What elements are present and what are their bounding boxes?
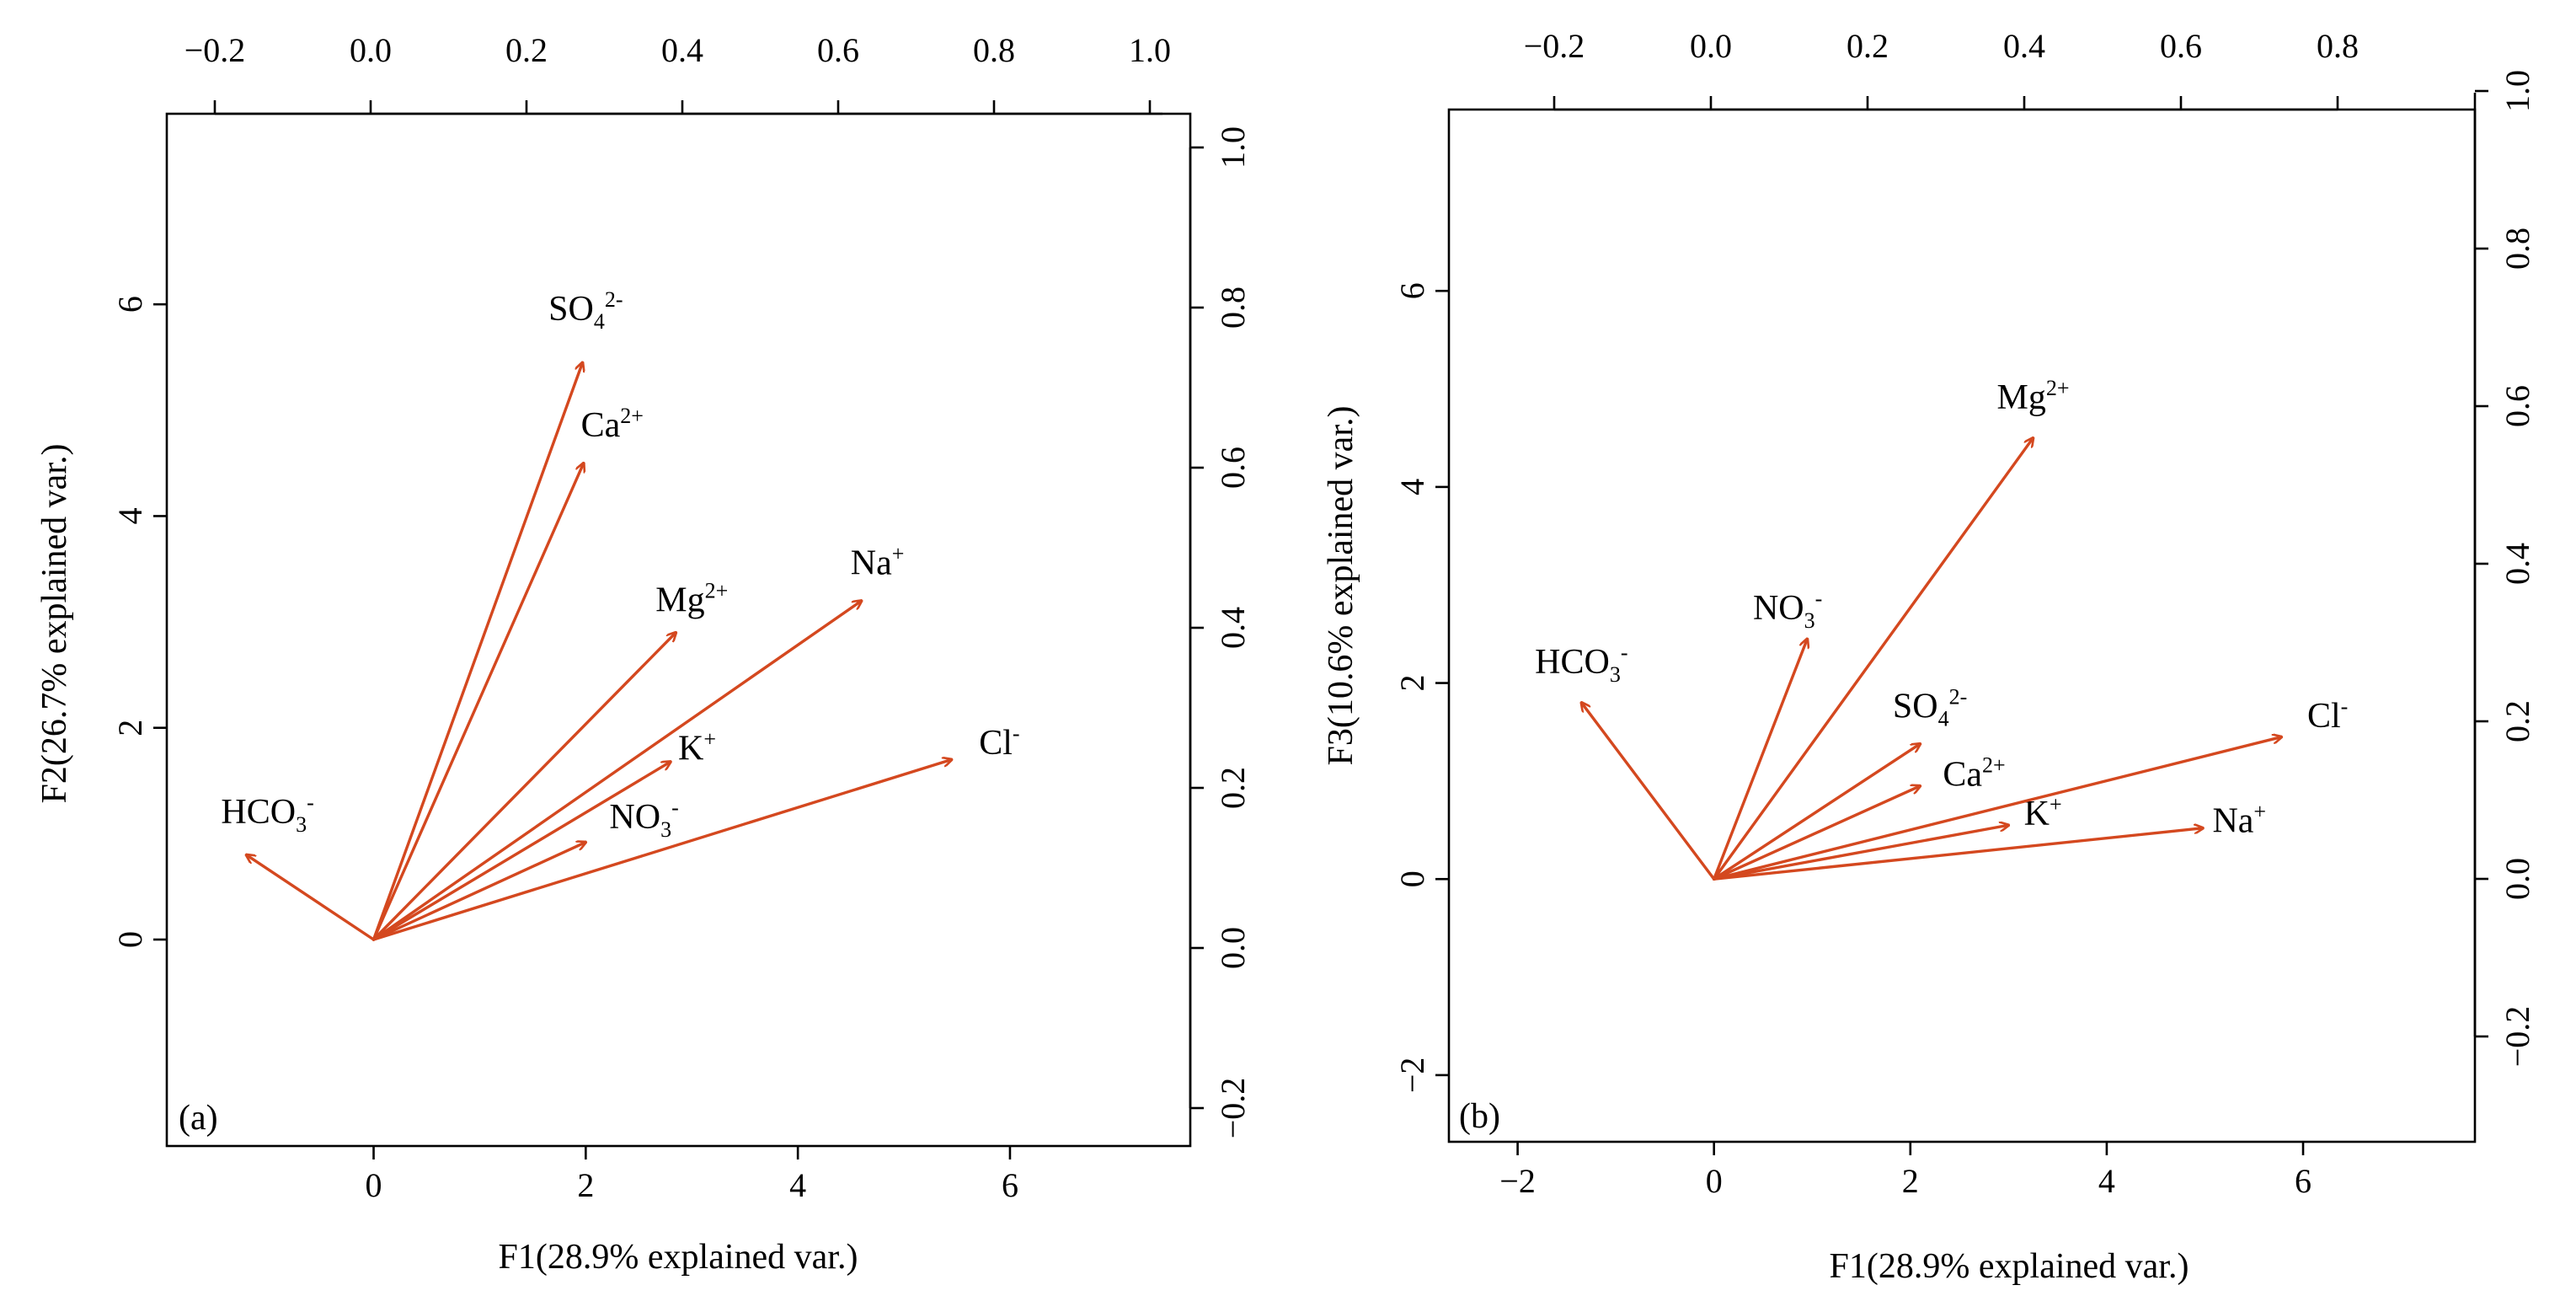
vector-label-ca: Ca2+: [1943, 753, 2005, 795]
vector-arrow-cl: [1712, 737, 2282, 881]
panel-a: −0.2 0.0 0.2 0.4 0.6 0.8 1.0 −0.2 0.0 0.2 0.4 0.6 0…: [35, 31, 1252, 1277]
right-tick-label: −0.2: [1214, 1078, 1252, 1139]
right-loading-axis-a: −0.2 0.0 0.2 0.4 0.6 0.8 1.0: [1189, 126, 1252, 1139]
x-tick-label: 6: [2295, 1162, 2311, 1200]
x-tick-label: 4: [789, 1166, 806, 1204]
plot-frame-a: [165, 112, 1192, 1148]
y-tick-label: 4: [1393, 479, 1431, 495]
vector-label-ca: Ca2+: [581, 404, 644, 445]
vector-arrow-k: [371, 762, 671, 941]
vector-label-hco3: HCO3-: [221, 790, 313, 837]
right-tick-label: −0.2: [2499, 1006, 2536, 1068]
vector-label-k: K+: [2024, 792, 2062, 833]
bottom-axis-b: −2 0 2 4 6: [1499, 1142, 2311, 1200]
top-tick-label: 0.0: [1690, 27, 1732, 65]
vector-arrow-na: [371, 601, 862, 941]
vector-label-k: K+: [678, 726, 716, 768]
right-tick-label: 0.0: [1214, 927, 1252, 969]
vector-label-so4: SO42-: [1893, 684, 1967, 731]
left-axis-a: 0 2 4 6: [111, 296, 167, 948]
vector-arrow-ca: [371, 463, 584, 941]
vector-arrow-cl: [371, 759, 952, 941]
vector-arrow-k: [1712, 825, 2009, 881]
x-tick-label: −2: [1499, 1162, 1536, 1200]
vector-arrow-mg: [371, 633, 676, 941]
x-axis-label-a: F1(28.9% explained var.): [499, 1238, 858, 1277]
right-tick-label: 0.4: [1214, 607, 1252, 649]
y-tick-label: −2: [1393, 1058, 1431, 1094]
x-tick-label: 2: [1902, 1162, 1919, 1200]
vector-label-cl: Cl-: [979, 721, 1019, 763]
right-tick-label: 0.8: [1214, 286, 1252, 329]
panel-label-a: (a): [179, 1099, 218, 1138]
top-loading-axis-b: −0.2 0.0 0.2 0.4 0.6 0.8: [1524, 27, 2359, 111]
vector-label-no3: NO3-: [609, 795, 678, 842]
top-tick-label: 0.2: [505, 31, 548, 69]
vector-arrow-mg: [1712, 438, 2034, 881]
vector-arrow-so4: [371, 362, 583, 941]
vector-arrow-so4: [1712, 744, 1921, 881]
vector-arrow-ca: [1712, 786, 1921, 881]
y-tick-label: 2: [1393, 675, 1431, 692]
top-tick-label: 0.4: [2003, 27, 2045, 65]
top-tick-label: 0.6: [817, 31, 859, 69]
vector-label-hco3: HCO3-: [1535, 640, 1627, 687]
top-tick-label: 0.6: [2160, 27, 2202, 65]
plot-frame-b: [1447, 108, 2477, 1143]
right-tick-label: 0.0: [2499, 858, 2536, 900]
vector-arrow-no3: [1712, 639, 1808, 881]
y-tick-label: 0: [1393, 870, 1431, 887]
vector-arrow-hco3: [246, 854, 376, 941]
right-tick-label: 0.2: [1214, 767, 1252, 809]
vector-arrow-na: [1712, 828, 2203, 881]
vector-arrow-no3: [371, 842, 586, 941]
x-tick-label: 0: [366, 1166, 382, 1204]
y-axis-label-b: F3(10.6% explained var.): [1322, 406, 1360, 766]
y-tick-label: 6: [111, 296, 149, 313]
right-tick-label: 0.6: [1214, 447, 1252, 489]
y-tick-label: 6: [1393, 282, 1431, 299]
vector-label-mg: Mg2+: [655, 579, 728, 620]
x-tick-label: 2: [577, 1166, 594, 1204]
x-tick-label: 4: [2098, 1162, 2115, 1200]
x-axis-label-b: F1(28.9% explained var.): [1830, 1247, 2189, 1286]
right-tick-label: 0.2: [2499, 700, 2536, 742]
right-tick-label: 0.6: [2499, 385, 2536, 427]
y-tick-label: 2: [111, 720, 149, 736]
vectors-b: Mg2+ NO3- HCO3- SO42- Ca2+ K+ Na+ Cl-: [1535, 376, 2348, 881]
vector-label-no3: NO3-: [1753, 586, 1822, 633]
right-tick-label: 0.8: [2499, 228, 2536, 270]
vector-label-na: Na+: [851, 542, 905, 583]
vector-label-cl: Cl-: [2307, 694, 2348, 736]
y-axis-label-a: F2(26.7% explained var.): [35, 444, 74, 804]
right-loading-axis-b: −0.2 0.0 0.2 0.4 0.6 0.8 1.0: [2473, 70, 2536, 1068]
right-tick-label: 1.0: [1214, 126, 1252, 169]
top-tick-label: 0.0: [350, 31, 392, 69]
top-tick-label: 0.8: [2317, 27, 2359, 65]
right-tick-label: 1.0: [2499, 70, 2536, 112]
vector-arrow-hco3: [1581, 703, 1716, 881]
vector-label-mg: Mg2+: [1996, 376, 2069, 417]
y-tick-label: 0: [111, 931, 149, 948]
left-axis-b: −2 0 2 4 6: [1393, 282, 1449, 1093]
top-tick-label: 0.2: [1846, 27, 1889, 65]
top-tick-label: −0.2: [1524, 27, 1585, 65]
panel-b: −0.2 0.0 0.2 0.4 0.6 0.8 −0.2 0.0 0.2 0.4 0.6 0.8 1…: [1322, 27, 2536, 1286]
top-tick-label: 0.4: [661, 31, 703, 69]
top-tick-label: 0.8: [973, 31, 1015, 69]
top-tick-label: −0.2: [184, 31, 246, 69]
top-loading-axis-a: −0.2 0.0 0.2 0.4 0.6 0.8 1.0: [184, 31, 1171, 115]
x-tick-label: 0: [1706, 1162, 1723, 1200]
vector-label-na: Na+: [2212, 799, 2266, 840]
x-tick-label: 6: [1002, 1166, 1018, 1204]
vectors-a: SO42- Ca2+ Mg2+ Na+ K+NO3- Cl- HCO3-: [221, 287, 1020, 941]
top-tick-label: 1.0: [1129, 31, 1171, 69]
vector-label-so4: SO42-: [548, 287, 623, 334]
right-tick-label: 0.4: [2499, 543, 2536, 585]
y-tick-label: 4: [111, 507, 149, 524]
bottom-axis-a: 0 2 4 6: [366, 1146, 1018, 1204]
panel-label-b: (b): [1459, 1097, 1500, 1136]
